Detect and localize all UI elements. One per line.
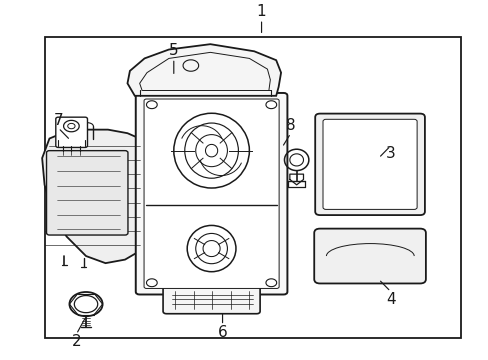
FancyBboxPatch shape — [323, 119, 416, 210]
Text: 8: 8 — [285, 118, 295, 133]
FancyBboxPatch shape — [46, 150, 128, 235]
Text: 5: 5 — [169, 44, 178, 58]
Polygon shape — [42, 130, 140, 263]
Text: 6: 6 — [217, 325, 227, 341]
Polygon shape — [127, 44, 281, 96]
FancyBboxPatch shape — [163, 285, 260, 314]
Text: 1: 1 — [256, 4, 266, 19]
Text: 7: 7 — [53, 113, 63, 128]
FancyBboxPatch shape — [136, 93, 287, 294]
Text: 3: 3 — [385, 146, 395, 161]
FancyBboxPatch shape — [315, 114, 424, 215]
Text: 4: 4 — [385, 292, 395, 307]
Text: 2: 2 — [71, 334, 81, 349]
FancyBboxPatch shape — [56, 117, 87, 148]
FancyBboxPatch shape — [314, 229, 425, 283]
FancyBboxPatch shape — [144, 99, 279, 288]
Bar — [44, 37, 461, 338]
